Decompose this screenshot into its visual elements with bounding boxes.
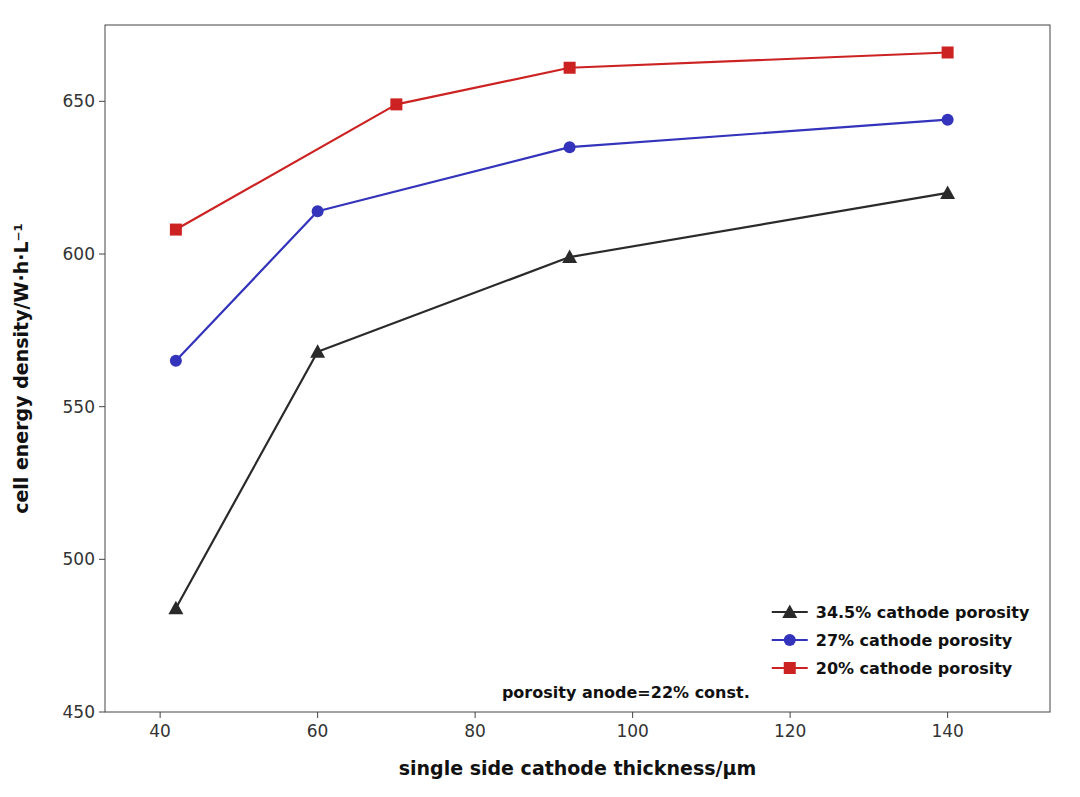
- y-tick-label: 450: [63, 702, 95, 722]
- legend-label: 20% cathode porosity: [816, 659, 1013, 678]
- x-axis-label: single side cathode thickness/μm: [399, 757, 757, 779]
- x-tick: [947, 712, 948, 718]
- y-axis-label: cell energy density/W·h·L⁻¹: [10, 223, 32, 514]
- y-tick: [99, 406, 105, 407]
- legend-label: 34.5% cathode porosity: [816, 603, 1030, 622]
- legend-item: 34.5% cathode porosity: [772, 603, 1030, 622]
- y-tick-label: 550: [63, 397, 95, 417]
- series-marker: [564, 62, 576, 74]
- x-tick: [632, 712, 633, 718]
- series-marker: [390, 98, 402, 110]
- series-marker: [940, 185, 955, 199]
- legend-swatch-marker: [784, 662, 796, 674]
- x-tick-label: 40: [149, 721, 171, 741]
- plot-area: [168, 46, 955, 614]
- legend-item: 20% cathode porosity: [772, 659, 1013, 678]
- x-tick: [160, 712, 161, 718]
- plot-frame: [105, 25, 1050, 712]
- legend-label: 27% cathode porosity: [816, 631, 1013, 650]
- x-tick-label: 120: [774, 721, 806, 741]
- series-marker: [942, 46, 954, 58]
- legend: 34.5% cathode porosity 27% cathode porosi…: [772, 603, 1030, 678]
- series-marker: [312, 205, 324, 217]
- series-line: [176, 193, 948, 608]
- series: [168, 185, 955, 614]
- chart-svg: 40 60 80 100 120 140 450 500 550 600 650 single sid…: [0, 0, 1080, 797]
- x-tick-label: 100: [616, 721, 648, 741]
- y-tick-label: 650: [63, 91, 95, 111]
- series-marker: [170, 355, 182, 367]
- y-tick: [99, 712, 105, 713]
- legend-swatch-marker: [782, 605, 797, 619]
- x-tick: [475, 712, 476, 718]
- series-line: [176, 120, 948, 361]
- series-marker: [310, 344, 325, 358]
- x-tick: [790, 712, 791, 718]
- y-tick: [99, 254, 105, 255]
- legend-swatch-marker: [784, 634, 796, 646]
- series-marker: [168, 601, 183, 615]
- legend-item: 27% cathode porosity: [772, 631, 1013, 650]
- y-tick: [99, 559, 105, 560]
- series-marker: [564, 141, 576, 153]
- x-tick-label: 80: [464, 721, 486, 741]
- x-axis: 40 60 80 100 120 140: [149, 712, 964, 741]
- y-tick-label: 600: [63, 244, 95, 264]
- series: [170, 114, 954, 367]
- chart-container: 40 60 80 100 120 140 450 500 550 600 650 single sid…: [0, 0, 1080, 797]
- y-axis: 450 500 550 600 650: [63, 91, 105, 722]
- x-tick-label: 140: [931, 721, 963, 741]
- series-line: [176, 52, 948, 229]
- y-tick-label: 500: [63, 549, 95, 569]
- y-tick: [99, 101, 105, 102]
- series-marker: [942, 114, 954, 126]
- series-marker: [170, 224, 182, 236]
- series: [170, 46, 954, 235]
- series-marker: [562, 250, 577, 264]
- x-tick-label: 60: [307, 721, 329, 741]
- annotation: porosity anode=22% const.: [502, 683, 750, 702]
- x-tick: [317, 712, 318, 718]
